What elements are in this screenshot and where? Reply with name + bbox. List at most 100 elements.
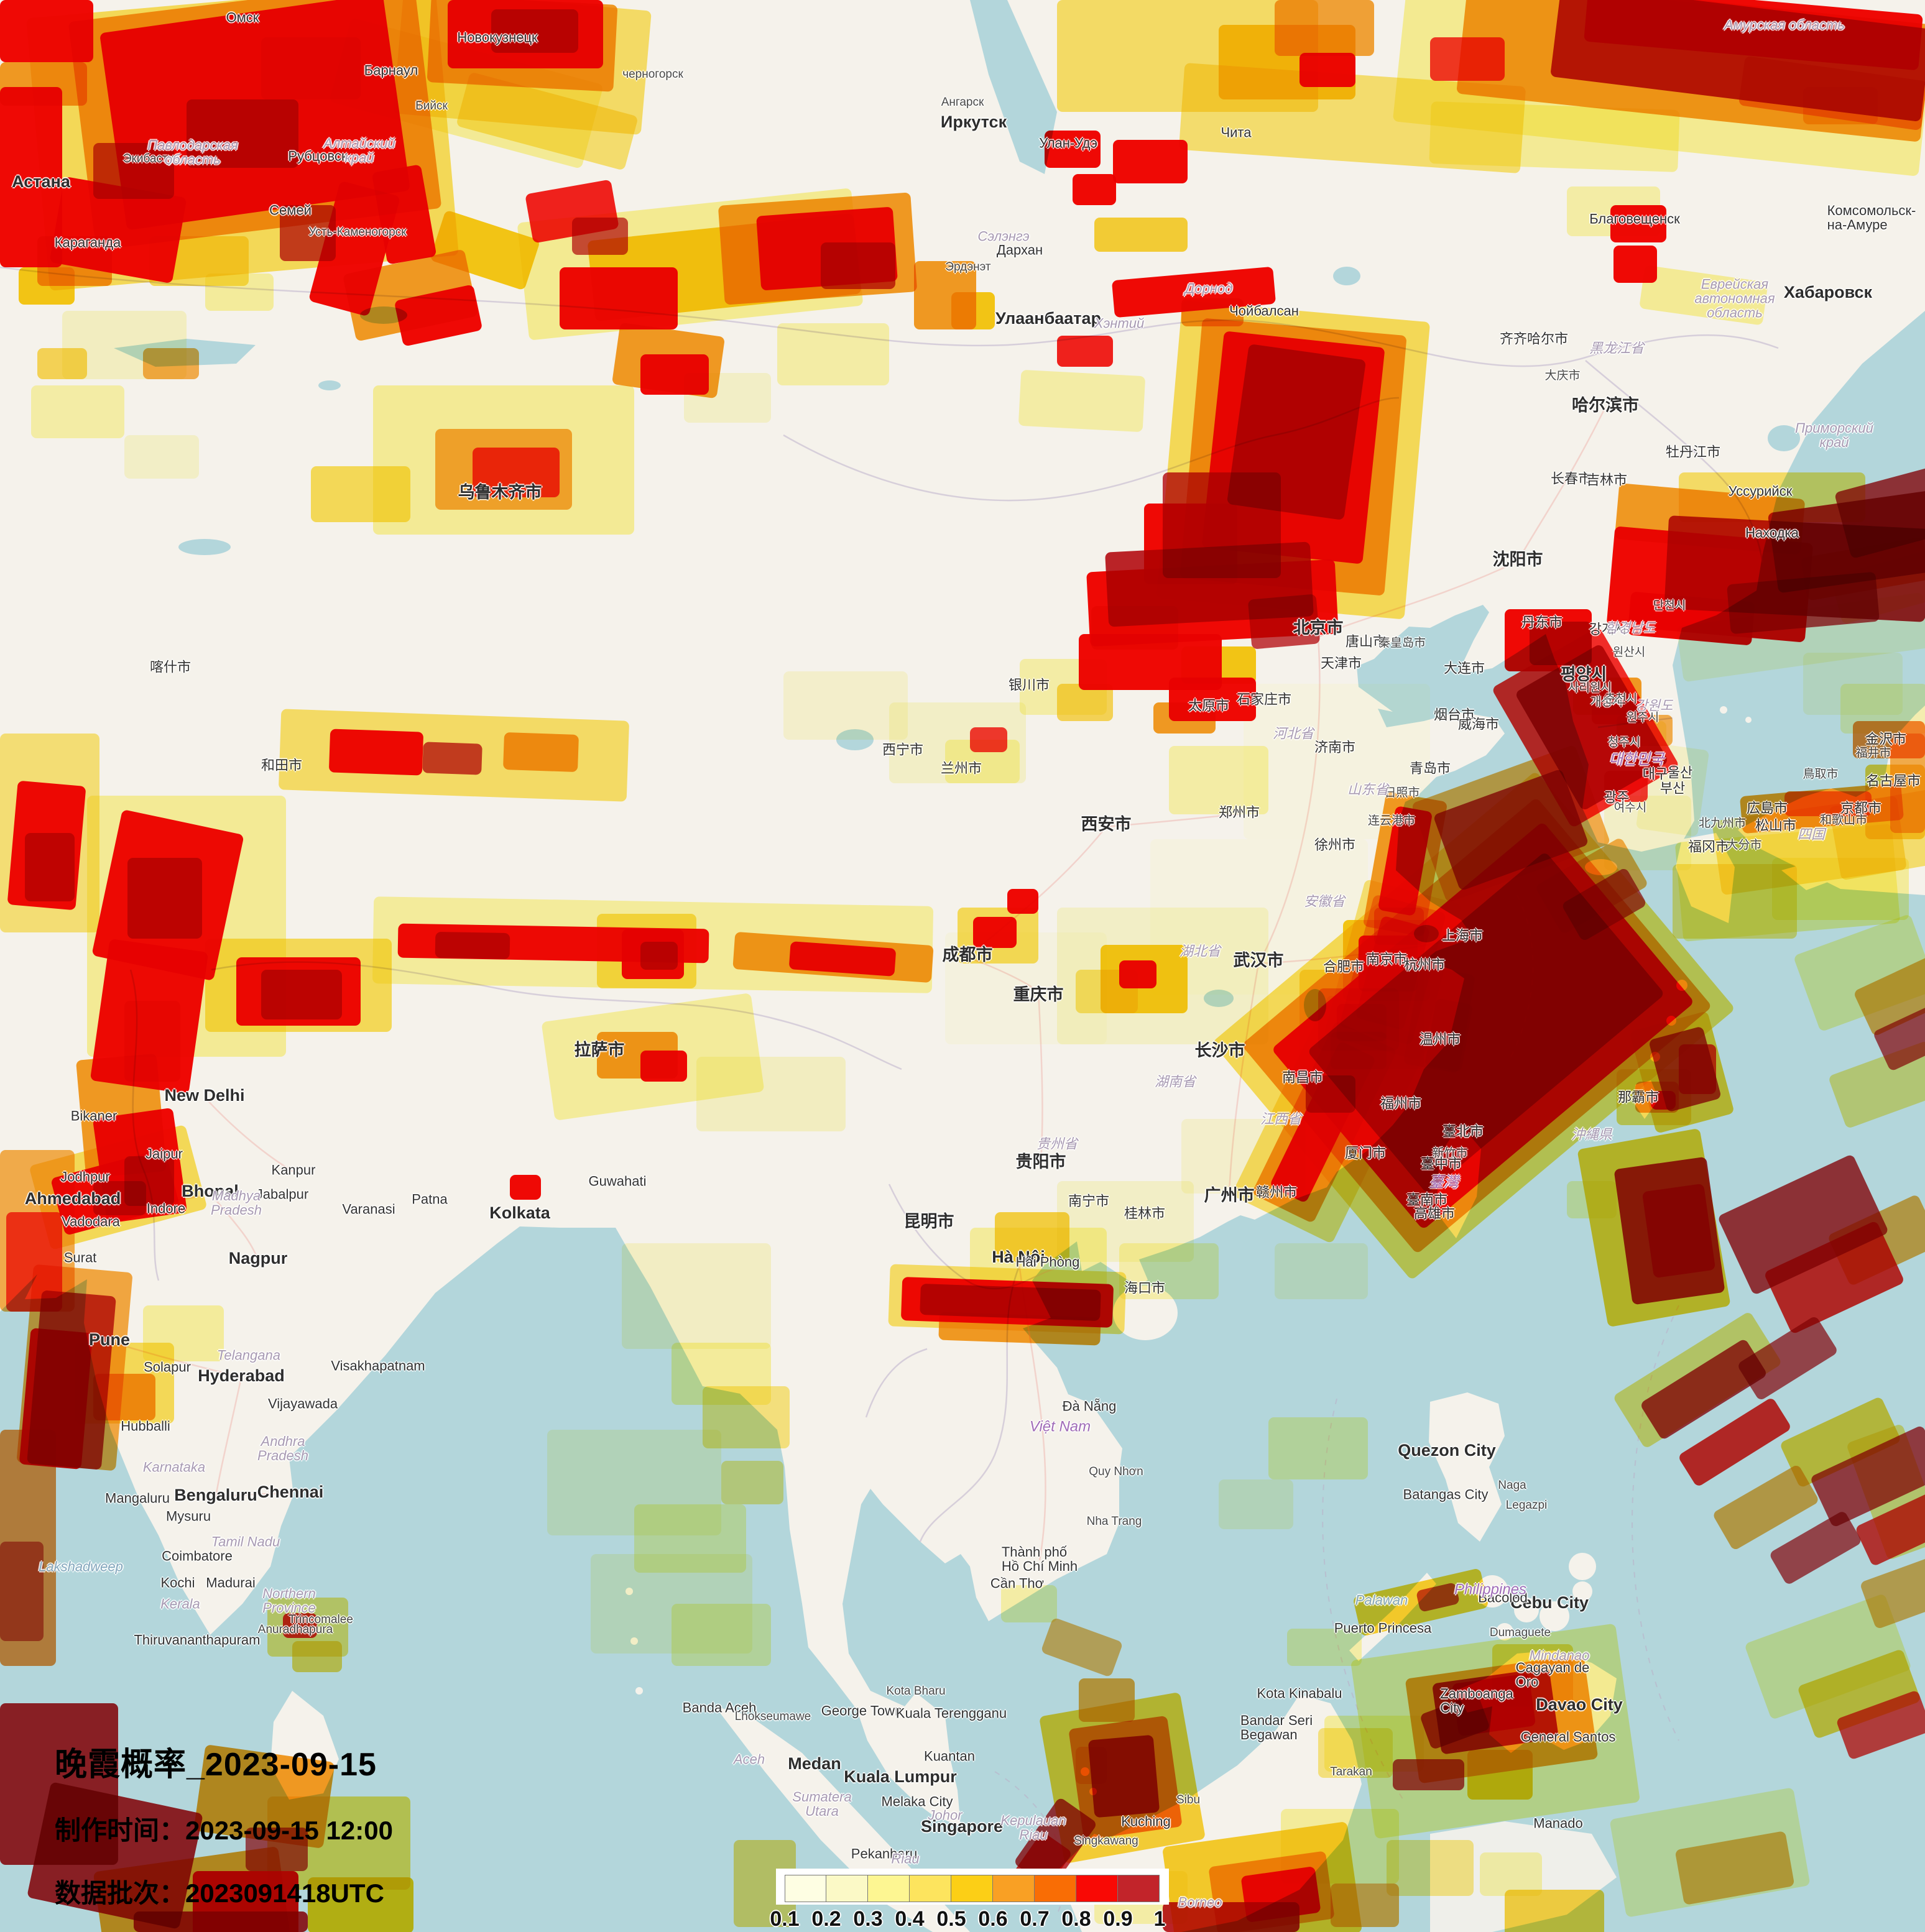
heat-cell xyxy=(622,1243,771,1349)
heat-cell xyxy=(1679,472,1865,522)
map-label: 福州市 xyxy=(1380,1095,1422,1111)
map-label: Находка xyxy=(1745,525,1799,541)
heat-cell xyxy=(1268,1417,1368,1479)
map-label: 赣州市 xyxy=(1255,1184,1298,1200)
map-label: Дархан xyxy=(996,242,1043,258)
map-label: 울산 xyxy=(1667,765,1693,781)
map-label: Kepulauan Riau xyxy=(1000,1812,1066,1842)
map-label: Kuching xyxy=(1121,1813,1171,1829)
heat-cell xyxy=(995,1212,1069,1262)
map-label: Иркутск xyxy=(940,112,1007,131)
map-label: Medan xyxy=(788,1754,841,1773)
map-label: 吉林市 xyxy=(1586,472,1628,488)
map-label: Улан-Удэ xyxy=(1039,135,1097,151)
map-label: 대구 xyxy=(1642,766,1668,782)
map-label: 安徽省 xyxy=(1303,893,1346,909)
heat-cell xyxy=(821,242,895,289)
map-label: 连云港市 xyxy=(1367,814,1416,828)
map-label: Philippines xyxy=(1454,1581,1527,1598)
heat-cell xyxy=(143,348,199,379)
map-label: 사리원시 xyxy=(1568,681,1612,695)
map-label: Pune xyxy=(88,1330,131,1349)
data-batch-label: 数据批次： xyxy=(55,1879,186,1908)
map-label: 海口市 xyxy=(1124,1280,1166,1296)
map-label: Banda Aceh xyxy=(682,1700,757,1716)
map-label: 名古屋市 xyxy=(1865,773,1921,789)
map-label: 广州市 xyxy=(1204,1185,1255,1205)
map-label: Kolkata xyxy=(489,1203,550,1222)
map-label: Quezon City xyxy=(1398,1440,1496,1460)
legend-tick-label: 0.4 xyxy=(895,1907,925,1931)
map-label: Mysuru xyxy=(165,1508,211,1524)
map-label: Tarakan xyxy=(1330,1765,1372,1779)
map-label: 臺中市 xyxy=(1420,1156,1462,1172)
legend-tick-label: 0.9 xyxy=(1103,1907,1133,1931)
legend-tick-label: 0.2 xyxy=(811,1907,841,1931)
map-label: Bacolod xyxy=(1478,1589,1528,1606)
production-time: 制作时间：2023-09-15 12:00 xyxy=(55,1810,393,1847)
map-label: Hubballi xyxy=(121,1418,170,1434)
map-label: 춘천시 xyxy=(1604,692,1638,706)
heat-cell xyxy=(1387,1840,1474,1896)
legend-swatch xyxy=(1035,1875,1076,1902)
heat-cell xyxy=(473,448,560,497)
map-label: Telangana xyxy=(217,1347,280,1363)
map-label: Visakhapatnam xyxy=(331,1358,425,1374)
heat-cell xyxy=(93,1181,146,1215)
map-label: Kota Bharu xyxy=(886,1685,946,1698)
map-label: Zamboanga City xyxy=(1440,1685,1513,1716)
map-label: Новокузнецк xyxy=(457,29,538,45)
maritime-borders xyxy=(994,895,1679,1915)
heat-cell xyxy=(1275,1243,1368,1299)
map-label: 臺灣 xyxy=(1429,1174,1459,1191)
map-label: Астана xyxy=(12,172,70,191)
map-label: 贵阳市 xyxy=(1015,1152,1066,1171)
map-label: Kuantan xyxy=(924,1748,975,1764)
map-label: Lhokseumawe xyxy=(734,1710,811,1724)
map-label: 丹东市 xyxy=(1521,614,1563,630)
map-label: Улаанбаатар xyxy=(995,308,1102,328)
map-label: Ahmedabad xyxy=(24,1189,121,1208)
map-label: 重庆市 xyxy=(1013,985,1064,1004)
map-label: 臺北市 xyxy=(1442,1123,1484,1139)
legend-swatch xyxy=(826,1875,868,1902)
heat-cell xyxy=(134,1911,308,1932)
map-label: 沖縄県 xyxy=(1571,1126,1613,1143)
map-label: 桂林市 xyxy=(1124,1205,1166,1221)
map-label: Jaipur xyxy=(145,1146,183,1162)
heat-cell xyxy=(696,1057,846,1131)
map-label: 함경남도 xyxy=(1605,620,1656,636)
map-label: 강원도 xyxy=(1635,697,1673,714)
map-label: Mangaluru xyxy=(105,1490,170,1506)
map-label: Legazpi xyxy=(1505,1499,1548,1512)
map-label: 太原市 xyxy=(1188,697,1230,714)
map-label: 昆明市 xyxy=(903,1212,954,1231)
heat-cell xyxy=(777,323,889,385)
map-label: Bengaluru xyxy=(174,1485,257,1504)
map-label: Coimbatore xyxy=(162,1548,233,1564)
map-label: 济南市 xyxy=(1314,739,1356,755)
map-label: Bikaner xyxy=(70,1108,118,1124)
data-batch: 数据批次：2023091418UTC xyxy=(55,1872,393,1910)
heat-cell xyxy=(684,373,771,423)
map-label: 鳥取市 xyxy=(1803,768,1839,781)
map-label: 贵州省 xyxy=(1036,1136,1078,1152)
map-label: 南昌市 xyxy=(1281,1069,1324,1085)
map-label: 拉萨市 xyxy=(574,1040,625,1059)
map-label: Благовещенск xyxy=(1589,211,1680,227)
map-label: Hải Phòng xyxy=(1015,1254,1080,1270)
heat-cell xyxy=(1374,908,1424,945)
map-label: Indore xyxy=(146,1200,186,1217)
heat-cell xyxy=(1057,336,1113,367)
map-label: Surat xyxy=(63,1249,97,1266)
map-label: Еврейская автономная область xyxy=(1694,276,1775,321)
map-label: 秦皇岛市 xyxy=(1378,637,1426,650)
heat-cell xyxy=(283,1613,317,1638)
map-label: 광주 xyxy=(1604,789,1630,806)
map-label: Đà Nẵng xyxy=(1062,1398,1117,1414)
legend-tick-label: 0.6 xyxy=(978,1907,1008,1931)
heat-cell xyxy=(308,1877,413,1932)
map-label: Комсомольск- на-Амуре xyxy=(1827,202,1916,232)
map-label: 山东省 xyxy=(1347,781,1389,798)
